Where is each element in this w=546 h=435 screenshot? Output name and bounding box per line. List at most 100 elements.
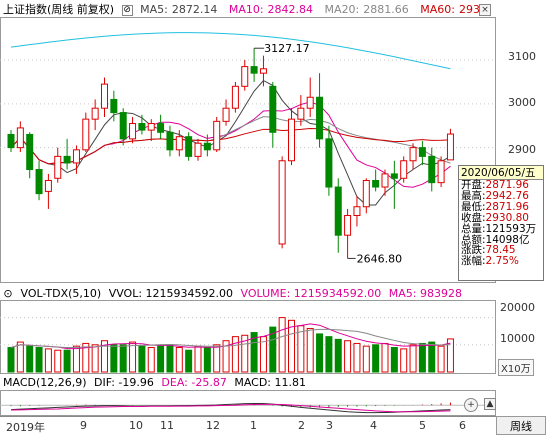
volume-bar (101, 340, 108, 373)
candle-body (119, 112, 127, 140)
volume-bar (82, 342, 90, 373)
info-date: 2020/06/05/五 (459, 166, 543, 180)
xlabel-12: 12 (206, 419, 220, 432)
candle-body (400, 160, 408, 179)
ma60-name: MA60: (420, 3, 455, 16)
volume-bar (288, 319, 295, 373)
candle-body (231, 85, 239, 109)
volume-bar (44, 348, 52, 373)
candle-body (157, 123, 165, 133)
candle-body (222, 107, 230, 122)
info-low-key: 最低: (461, 200, 486, 213)
dif-line (10, 402, 451, 414)
candle-body (446, 133, 454, 161)
volume-bar (110, 344, 118, 373)
vol-title: VOL-TDX(5,10) (20, 287, 102, 300)
vol-ytick-20000: 20000 (500, 301, 535, 314)
ma10-label: MA10: 2842.84 (229, 3, 317, 16)
candle-body (269, 85, 277, 133)
tab-weekly[interactable]: 周线 (496, 416, 546, 435)
ma20-value: 2881.66 (363, 3, 409, 16)
volume-bar (194, 345, 202, 373)
ma60-label: MA60: 293 (420, 3, 484, 16)
candle-body (147, 123, 155, 131)
volume-chart (0, 317, 496, 373)
volume-bar (203, 347, 211, 373)
scroll-up-button[interactable]: ▲ (484, 398, 496, 410)
candle-body (390, 173, 398, 179)
info-volume-val: 121593万 (485, 222, 537, 235)
volume-bar (316, 333, 324, 373)
candle-body (241, 66, 249, 87)
volume-bar (409, 344, 417, 373)
ytick-3000: 3000 (508, 96, 536, 109)
candle-body (334, 186, 342, 236)
candle-body (35, 169, 43, 195)
volume-bar (129, 341, 137, 373)
volume-bar (269, 326, 277, 373)
volume-bar (446, 338, 454, 373)
info-high-val: 2942.76 (485, 189, 529, 202)
volume-bar (213, 344, 221, 373)
info-amount-val: 14098亿 (485, 233, 530, 246)
volume-bar (157, 345, 165, 373)
macd-dea: DEA: -25.87 (161, 376, 227, 389)
vol-collapse-icon[interactable]: ⊙ (3, 287, 13, 300)
candle-body (213, 120, 221, 151)
ma60-value: 293 (458, 3, 480, 16)
candle-body (381, 173, 389, 188)
volume-bar (54, 349, 62, 373)
long-ma-line (10, 32, 451, 70)
info-change-val: 78.45 (485, 244, 516, 257)
info-change-key: 涨跌: (461, 244, 486, 257)
xlabel-11: 11 (160, 419, 174, 432)
volume-ma5-line (10, 323, 451, 350)
volume-label: VOLUME: 1215934592.00 (240, 287, 382, 300)
info-close-key: 收盘: (461, 211, 486, 224)
volume-bar (278, 317, 286, 373)
ma5-label: MA5: 2872.14 (140, 3, 221, 16)
volume-bar (418, 342, 426, 373)
info-row-pct: 涨幅:2.75% (459, 256, 543, 267)
candle-body (44, 179, 52, 192)
candle-body (138, 123, 146, 131)
ma5-line (10, 79, 451, 206)
info-open-key: 开盘: (461, 179, 486, 191)
candle-body (194, 142, 202, 157)
ma20-label: MA20: 2881.66 (325, 3, 413, 16)
volume-bar (250, 332, 258, 373)
ytick-2900: 2900 (508, 143, 536, 156)
vol-ytick-10000: 10000 (500, 332, 535, 345)
info-row-close: 收盘:2930.80 (459, 211, 543, 224)
volume-bar (362, 345, 370, 373)
zoom-in-button[interactable]: + (464, 398, 478, 412)
info-row-low: 最低:2871.96 (459, 200, 543, 213)
xlabel-9: 9 (80, 419, 87, 432)
info-box: 2020/06/05/五 开盘:2871.96 最高:2942.76 最低:28… (458, 165, 544, 281)
volume-bar (175, 347, 183, 373)
close-icon[interactable]: × (479, 4, 491, 16)
volume-bar (119, 344, 127, 373)
info-row-volume: 总量:121593万 (459, 222, 543, 235)
candle-body (325, 138, 333, 188)
low-label: 2646.80 (357, 252, 403, 265)
candle-body (72, 149, 80, 164)
index-title: 上证指数(周线 前复权) (3, 3, 115, 16)
volume-bar (26, 345, 34, 373)
volume-bar (381, 342, 389, 373)
price-panel (0, 17, 496, 283)
candle-body (166, 131, 174, 151)
candle-body (288, 118, 295, 162)
info-row-high: 最高:2942.76 (459, 189, 543, 202)
candle-body (185, 136, 193, 157)
candle-body (91, 107, 99, 120)
volume-bar (91, 344, 99, 373)
xlabel-2019: 2019年 (6, 421, 45, 434)
info-pct-key: 涨幅: (461, 255, 486, 268)
candle-body (353, 206, 361, 216)
collapse-toggle[interactable]: ⊘ (121, 4, 133, 16)
vvol-label: VVOL: 1215934592.00 (108, 287, 234, 300)
info-close-val: 2930.80 (485, 211, 529, 224)
ma10-name: MA10: (228, 3, 264, 16)
volume-bar (437, 345, 445, 373)
